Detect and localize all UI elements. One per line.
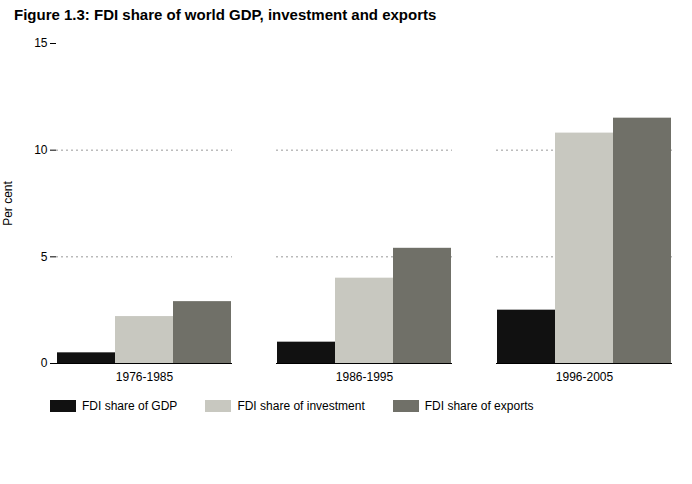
svg-text:1986-1995: 1986-1995 [336, 370, 394, 384]
html-text:Figure 1.3: FDI share of world: Figure 1.3: FDI share of world GDP, inve… [14, 6, 437, 23]
svg-text:5: 5 [41, 250, 48, 264]
html-text:FDI share of investment: FDI share of investment [237, 399, 365, 413]
svg-text:15: 15 [34, 36, 48, 50]
svg-text:1976-1985: 1976-1985 [116, 370, 174, 384]
svg-text:1996-2005: 1996-2005 [556, 370, 614, 384]
svg-text:0: 0 [41, 356, 48, 370]
svg-text:Per cent: Per cent [1, 180, 15, 225]
svg-text:10: 10 [34, 143, 48, 157]
html-text:FDI share of exports: FDI share of exports [424, 399, 534, 413]
html-text:FDI share of GDP: FDI share of GDP [82, 399, 178, 413]
